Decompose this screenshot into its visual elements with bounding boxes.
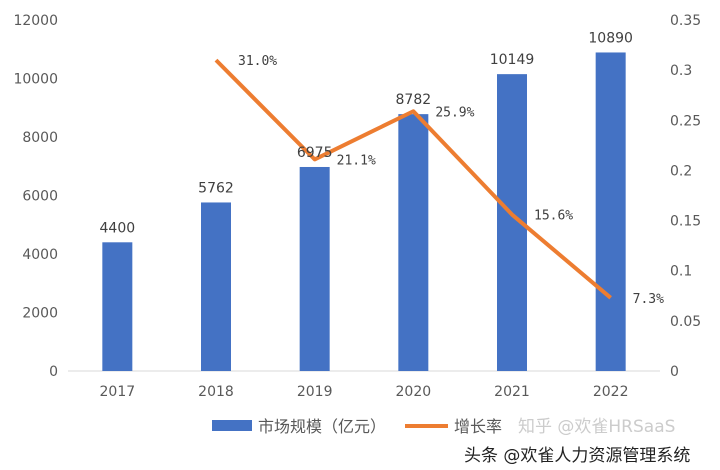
- y-right-tick-label: 0.15: [670, 214, 701, 230]
- bar-data-label: 4400: [100, 220, 136, 236]
- y-left-tick-label: 2000: [22, 306, 58, 322]
- line-data-label: 15.6%: [534, 209, 573, 224]
- bar-data-label: 10890: [588, 30, 633, 46]
- legend-label-bar: 市场规模（亿元）: [258, 417, 386, 436]
- watermark-faint: 知乎 @欢雀HRSaaS: [518, 417, 675, 437]
- line-data-label: 7.3%: [633, 292, 664, 307]
- x-tick-label: 2020: [396, 384, 432, 400]
- y-right-tick-label: 0.05: [670, 314, 701, 330]
- bar: [596, 52, 626, 371]
- y-left-tick-label: 0: [49, 364, 58, 380]
- y-right-tick-label: 0: [670, 364, 679, 380]
- x-tick-label: 2018: [198, 384, 234, 400]
- y-left-tick-label: 6000: [22, 189, 58, 205]
- x-tick-label: 2022: [593, 384, 629, 400]
- bar-data-label: 5762: [198, 180, 234, 196]
- y-right-tick-label: 0.35: [670, 13, 701, 29]
- y-right-tick-label: 0.2: [670, 163, 692, 179]
- bar: [300, 167, 330, 371]
- bar: [201, 202, 231, 371]
- x-tick-label: 2019: [297, 384, 333, 400]
- bar-data-label: 10149: [490, 52, 535, 68]
- bar-data-label: 8782: [396, 92, 432, 108]
- legend: 市场规模（亿元） 增长率: [212, 417, 502, 436]
- legend-label-line: 增长率: [454, 417, 502, 436]
- y-left-tick-label: 12000: [13, 13, 58, 29]
- x-tick-label: 2021: [494, 384, 530, 400]
- y-right-tick-label: 0.25: [670, 113, 701, 129]
- y-left-tick-label: 8000: [22, 130, 58, 146]
- y-right-tick-label: 0.3: [670, 63, 692, 79]
- bar-data-label: 6975: [297, 145, 333, 161]
- line-data-label: 25.9%: [435, 105, 474, 120]
- bar: [398, 114, 428, 371]
- line-data-label: 31.0%: [238, 54, 277, 69]
- y-left-tick-label: 10000: [13, 72, 58, 88]
- y-left-tick-label: 4000: [22, 247, 58, 263]
- x-tick-label: 2017: [100, 384, 136, 400]
- bar: [102, 242, 132, 371]
- watermark: 头条 @欢雀人力资源管理系统: [464, 446, 690, 466]
- line-data-label: 21.1%: [337, 153, 376, 168]
- legend-swatch-bar: [212, 420, 252, 431]
- y-right-tick-label: 0.1: [670, 264, 692, 280]
